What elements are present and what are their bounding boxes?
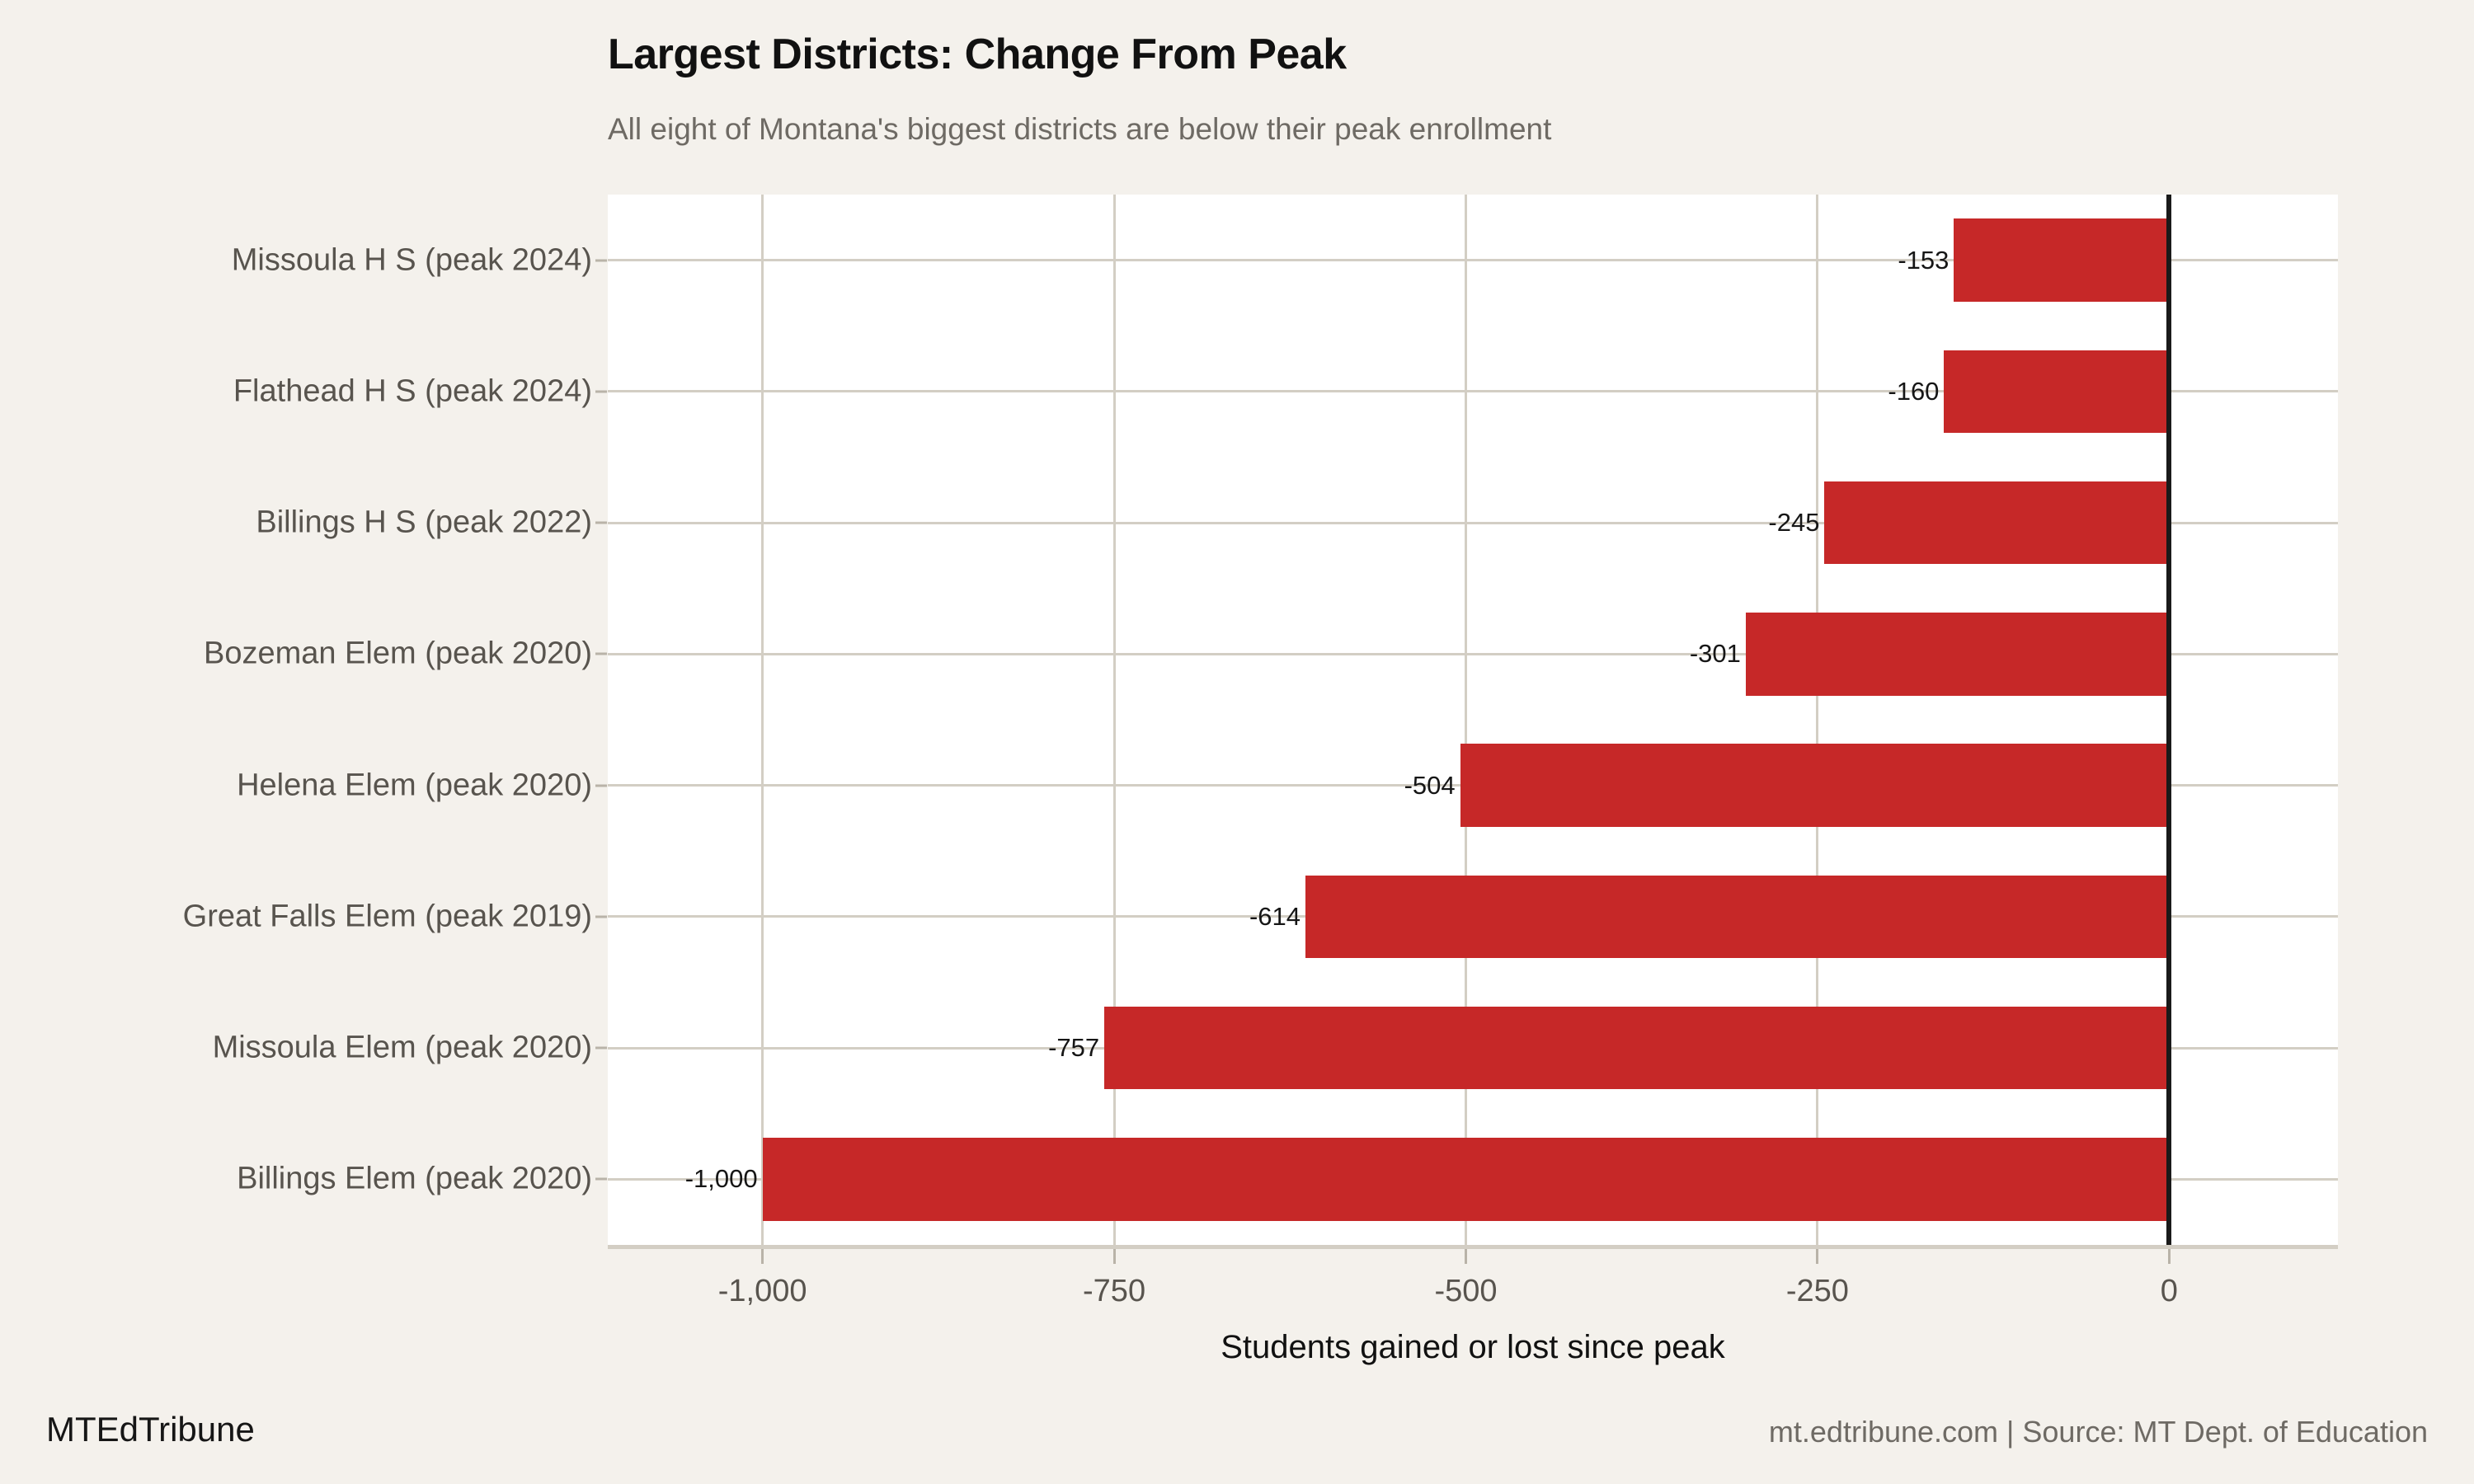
x-axis-tick-mark [1464, 1249, 1467, 1264]
bar-value-label: -757 [1048, 1033, 1100, 1063]
bar[interactable] [1104, 1006, 2170, 1090]
x-axis-tick-label: 0 [2160, 1274, 2178, 1308]
y-axis-tick-mark [595, 521, 607, 524]
bar[interactable] [1954, 218, 2170, 302]
y-axis-tick-mark [595, 784, 607, 787]
footer-brand: MTEdTribune [46, 1410, 255, 1449]
y-axis-tick-label: Billings Elem (peak 2020) [237, 1161, 592, 1196]
bar[interactable] [1824, 481, 2170, 565]
gridline-horizontal [608, 521, 2338, 524]
y-axis-tick-label: Flathead H S (peak 2024) [233, 373, 592, 409]
y-axis-tick-label: Bozeman Elem (peak 2020) [203, 636, 592, 671]
x-axis-tick-mark [2167, 1249, 2171, 1264]
y-axis-tick-label: Great Falls Elem (peak 2019) [182, 899, 592, 934]
bar-value-label: -1,000 [684, 1164, 758, 1194]
y-axis-tick-mark [595, 259, 607, 262]
x-axis-tick-mark [761, 1249, 764, 1264]
gridline-vertical [1464, 195, 1467, 1245]
y-axis-tick-mark [595, 1177, 607, 1181]
y-axis-tick-mark [595, 652, 607, 655]
y-axis-tick-mark [595, 915, 607, 918]
zero-axis-line [2166, 195, 2172, 1245]
y-axis-tick-label: Missoula H S (peak 2024) [231, 242, 592, 278]
gridline-horizontal [608, 259, 2338, 262]
gridline-horizontal [608, 390, 2338, 393]
x-axis-tick-label: -750 [1083, 1274, 1146, 1308]
y-axis-tick-label: Missoula Elem (peak 2020) [212, 1030, 592, 1065]
y-axis-tick-label: Helena Elem (peak 2020) [237, 768, 592, 803]
x-axis-tick-mark [1112, 1249, 1116, 1264]
bar[interactable] [1460, 744, 2170, 827]
x-axis-tick-label: -500 [1434, 1274, 1498, 1308]
bar-value-label: -504 [1404, 770, 1456, 800]
footer-source: mt.edtribune.com | Source: MT Dept. of E… [1768, 1415, 2428, 1449]
bar-value-label: -160 [1888, 376, 1940, 406]
x-axis-tick-mark [1816, 1249, 1819, 1264]
bar[interactable] [1745, 613, 2170, 696]
bar-value-label: -245 [1768, 508, 1820, 538]
y-axis-tick-label: Billings H S (peak 2022) [256, 505, 592, 540]
bar[interactable] [1944, 350, 2170, 434]
bar[interactable] [1305, 875, 2170, 959]
x-axis-tick-label: -1,000 [717, 1274, 807, 1308]
page-title: Largest Districts: Change From Peak [608, 31, 1347, 78]
x-axis-tick-label: -250 [1785, 1274, 1849, 1308]
bar-value-label: -301 [1689, 639, 1741, 669]
bar[interactable] [762, 1138, 2170, 1221]
bar-value-label: -614 [1249, 901, 1301, 931]
gridline-horizontal [608, 652, 2338, 655]
gridline-vertical [1816, 195, 1819, 1245]
x-axis-title: Students gained or lost since peak [1221, 1329, 1725, 1365]
x-axis-line [608, 1245, 2338, 1249]
chart-subtitle: All eight of Montana's biggest districts… [608, 112, 1552, 146]
bar-value-label: -153 [1898, 245, 1950, 275]
y-axis-tick-mark [595, 1046, 607, 1050]
y-axis-tick-mark [595, 390, 607, 393]
gridline-vertical [1112, 195, 1116, 1245]
gridline-vertical [761, 195, 764, 1245]
